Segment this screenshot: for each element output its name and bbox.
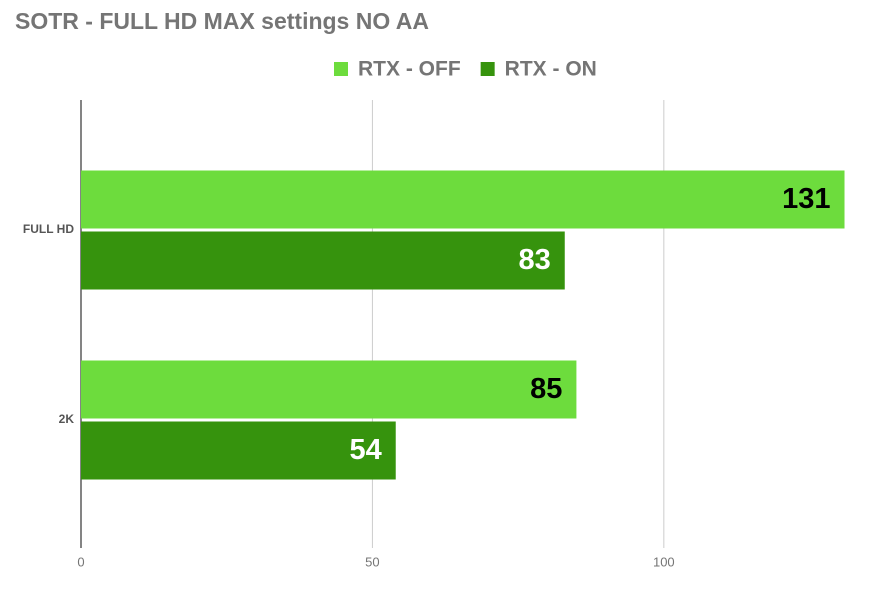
- legend-swatch: [334, 62, 348, 76]
- legend-label: RTX - ON: [505, 58, 597, 81]
- bar: [81, 170, 845, 229]
- legend-swatch: [480, 62, 495, 76]
- chart-title: SOTR - FULL HD MAX settings NO AA: [15, 8, 429, 34]
- bar: [81, 421, 396, 480]
- bar: [81, 231, 565, 290]
- y-tick-label: 2K: [59, 412, 75, 426]
- data-label: 83: [518, 244, 550, 276]
- bar: [81, 360, 577, 419]
- x-tick-label: 100: [653, 554, 675, 569]
- data-label: 131: [782, 183, 830, 215]
- data-label: 54: [349, 434, 381, 466]
- y-tick-label: FULL HD: [23, 222, 74, 236]
- x-tick-label: 0: [77, 554, 84, 569]
- legend-label: RTX - OFF: [358, 58, 461, 81]
- data-label: 85: [530, 373, 562, 405]
- x-tick-label: 50: [365, 554, 379, 569]
